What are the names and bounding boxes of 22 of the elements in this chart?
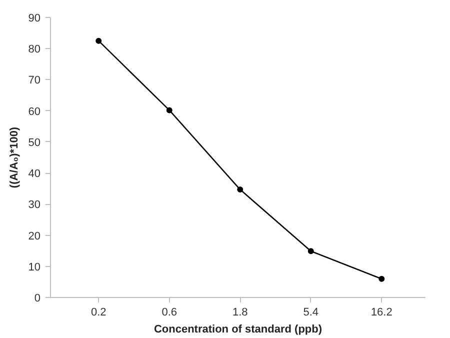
point (237, 186, 244, 193)
point (96, 38, 102, 44)
x-axis-title: Concentration of standard (ppb) (154, 324, 322, 336)
y-tick-label: 80 (28, 44, 41, 56)
point (378, 276, 385, 282)
y-axis-title: ((A/A₀)*100) (8, 126, 20, 188)
y-tick-label: 70 (28, 74, 41, 87)
point (308, 248, 314, 254)
point (166, 107, 172, 114)
y-tick-label: 40 (28, 168, 41, 180)
y-tick-label: 10 (28, 261, 41, 274)
y-tick-label: 20 (28, 230, 41, 242)
y-tick-label: 90 (28, 12, 41, 24)
y-tick-label: 0 (34, 292, 41, 304)
x-tick-label: 5.4 (303, 306, 319, 318)
y-tick-label: 60 (28, 106, 41, 118)
x-tick-label: 1.8 (232, 306, 248, 318)
x-tick-label: 16.2 (370, 306, 392, 318)
y-tick-label: 30 (28, 199, 41, 212)
x-tick-label: 0.6 (162, 306, 178, 318)
x-tick-label: 0.2 (90, 306, 106, 318)
y-tick-label: 50 (28, 136, 41, 149)
